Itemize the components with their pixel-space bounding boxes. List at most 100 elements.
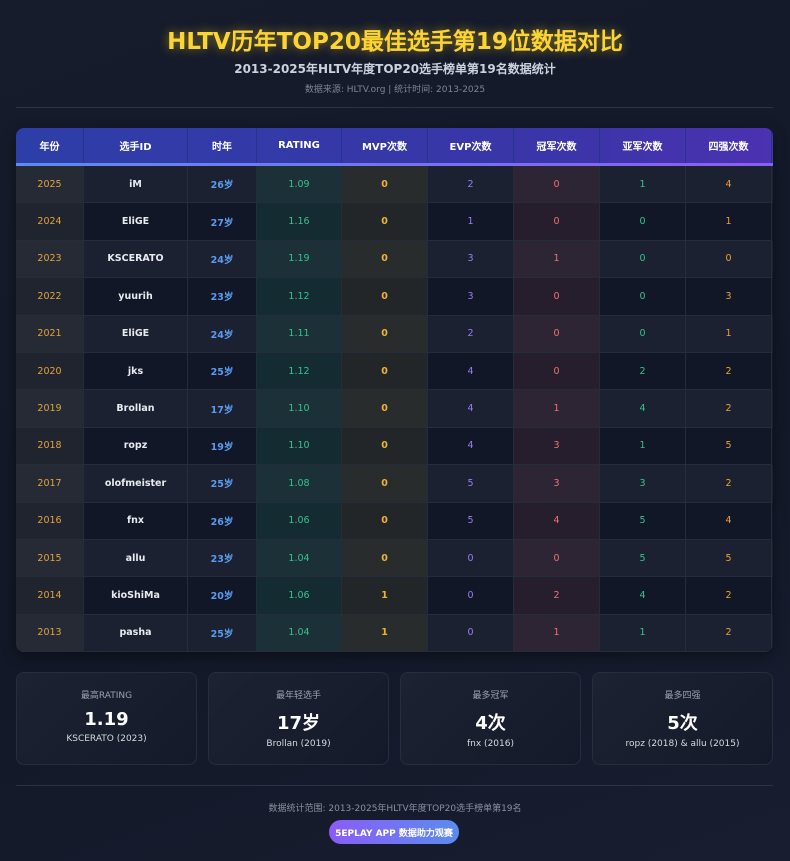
- table-cell: 5: [428, 502, 514, 540]
- table-cell: pasha: [84, 614, 188, 653]
- table-row: 2019 Brollan 17岁 1.10 0 4 1 4 2: [16, 390, 773, 428]
- table-cell: 2016: [16, 502, 84, 540]
- summary-card: 最高RATING 1.19 KSCERATO (2023): [16, 672, 197, 765]
- table-cell: 1: [686, 203, 772, 241]
- table-cell: 2: [428, 315, 514, 353]
- table-cell: 0: [514, 203, 600, 241]
- table-cell: 0: [342, 427, 428, 466]
- table-cell: 2: [686, 614, 772, 653]
- table-cell: kioShiMa: [84, 577, 188, 615]
- column-header: 冠军次数: [514, 128, 600, 163]
- table-cell: 2019: [16, 390, 84, 428]
- table-cell: 20岁: [188, 577, 257, 615]
- table-cell: allu: [84, 539, 188, 578]
- table-row: 2013 pasha 25岁 1.04 1 0 1 1 2: [16, 614, 773, 653]
- table-cell: 1.04: [257, 539, 342, 578]
- table-cell: 3: [514, 427, 600, 466]
- table-cell: 0: [342, 539, 428, 578]
- card-label: 最多四强: [664, 691, 701, 701]
- table-cell: 2024: [16, 203, 84, 241]
- table-cell: 5: [686, 539, 772, 578]
- column-header: 时年: [188, 128, 257, 163]
- table-cell: 2: [600, 352, 686, 391]
- divider: [16, 107, 773, 108]
- card-label: 最多冠军: [472, 691, 509, 701]
- table-cell: 0: [342, 465, 428, 503]
- column-header: 年份: [16, 128, 84, 163]
- table-cell: 0: [514, 315, 600, 353]
- card-label: 最高RATING: [80, 691, 133, 701]
- table-row: 2020 jks 25岁 1.12 0 4 0 2 2: [16, 352, 773, 391]
- footer-note: 数据统计范围: 2013-2025年HLTV年度TOP20选手榜单第19名: [268, 804, 522, 814]
- table-cell: 3: [428, 278, 514, 316]
- table-cell: 1: [342, 577, 428, 615]
- table-cell: 2023: [16, 240, 84, 279]
- table-cell: EliGE: [84, 315, 188, 353]
- stats-table: 年份 选手ID 时年 RATING MVP次数 EVP次数 冠军次数 亚军次数 四强次数 202…: [16, 128, 773, 653]
- table-cell: 1.11: [257, 315, 342, 353]
- table-cell: 25岁: [188, 465, 257, 503]
- card-label: 最年轻选手: [275, 691, 321, 701]
- table-cell: 1.04: [257, 614, 342, 653]
- table-cell: 1: [600, 427, 686, 466]
- table-cell: 1: [514, 240, 600, 279]
- table-cell: 5: [600, 502, 686, 540]
- card-detail: Brollan (2019): [266, 739, 331, 749]
- table-cell: 4: [600, 577, 686, 615]
- card-value: 4次: [475, 713, 506, 734]
- table-cell: yuurih: [84, 278, 188, 316]
- table-cell: 0: [342, 240, 428, 279]
- table-cell: 4: [686, 166, 772, 204]
- table-cell: 2: [428, 166, 514, 204]
- card-value: 1.19: [84, 709, 129, 730]
- table-cell: 24岁: [188, 240, 257, 279]
- column-header: 选手ID: [84, 128, 188, 163]
- card-detail: KSCERATO (2023): [66, 734, 147, 744]
- table-cell: 0: [600, 315, 686, 353]
- table-cell: 25岁: [188, 352, 257, 391]
- table-row: 2022 yuurih 23岁 1.12 0 3 0 0 3: [16, 278, 773, 316]
- table-cell: 0: [342, 278, 428, 316]
- table-cell: jks: [84, 352, 188, 391]
- table-cell: 23岁: [188, 539, 257, 578]
- table-cell: 1: [428, 203, 514, 241]
- table-cell: 3: [514, 465, 600, 503]
- table-cell: 1.06: [257, 577, 342, 615]
- table-row: 2015 allu 23岁 1.04 0 0 0 5 5: [16, 539, 773, 578]
- table-row: 2017 olofmeister 25岁 1.08 0 5 3 3 2: [16, 465, 773, 503]
- table-cell: 0: [428, 539, 514, 578]
- summary-card: 最年轻选手 17岁 Brollan (2019): [208, 672, 389, 765]
- table-cell: iM: [84, 166, 188, 204]
- table-cell: 0: [514, 352, 600, 391]
- column-header: EVP次数: [428, 128, 514, 163]
- table-cell: 0: [428, 614, 514, 653]
- table-cell: 1.10: [257, 390, 342, 428]
- table-cell: 23岁: [188, 278, 257, 316]
- table-cell: 4: [600, 390, 686, 428]
- table-cell: 0: [600, 203, 686, 241]
- table-cell: 2017: [16, 465, 84, 503]
- table-row: 2014 kioShiMa 20岁 1.06 1 0 2 4 2: [16, 577, 773, 615]
- table-cell: 0: [342, 390, 428, 428]
- divider: [16, 785, 773, 786]
- table-cell: 4: [428, 427, 514, 466]
- table-cell: 0: [342, 352, 428, 391]
- table-header: 年份 选手ID 时年 RATING MVP次数 EVP次数 冠军次数 亚军次数 四强次数: [16, 128, 773, 166]
- table-cell: ropz: [84, 427, 188, 466]
- table-cell: 5: [428, 465, 514, 503]
- table-cell: 2014: [16, 577, 84, 615]
- table-cell: 0: [600, 278, 686, 316]
- table-cell: 26岁: [188, 166, 257, 204]
- table-cell: 3: [600, 465, 686, 503]
- table-cell: 1.12: [257, 278, 342, 316]
- table-cell: 4: [514, 502, 600, 540]
- table-cell: 2015: [16, 539, 84, 578]
- card-detail: fnx (2016): [467, 739, 514, 749]
- table-cell: EliGE: [84, 203, 188, 241]
- table-row: 2023 KSCERATO 24岁 1.19 0 3 1 0 0: [16, 240, 773, 279]
- table-cell: olofmeister: [84, 465, 188, 503]
- 5eplay-app-button[interactable]: 5EPLAY APP 数据助力观赛: [329, 820, 459, 844]
- table-cell: 2: [514, 577, 600, 615]
- table-cell: 0: [428, 577, 514, 615]
- table-cell: 2: [686, 465, 772, 503]
